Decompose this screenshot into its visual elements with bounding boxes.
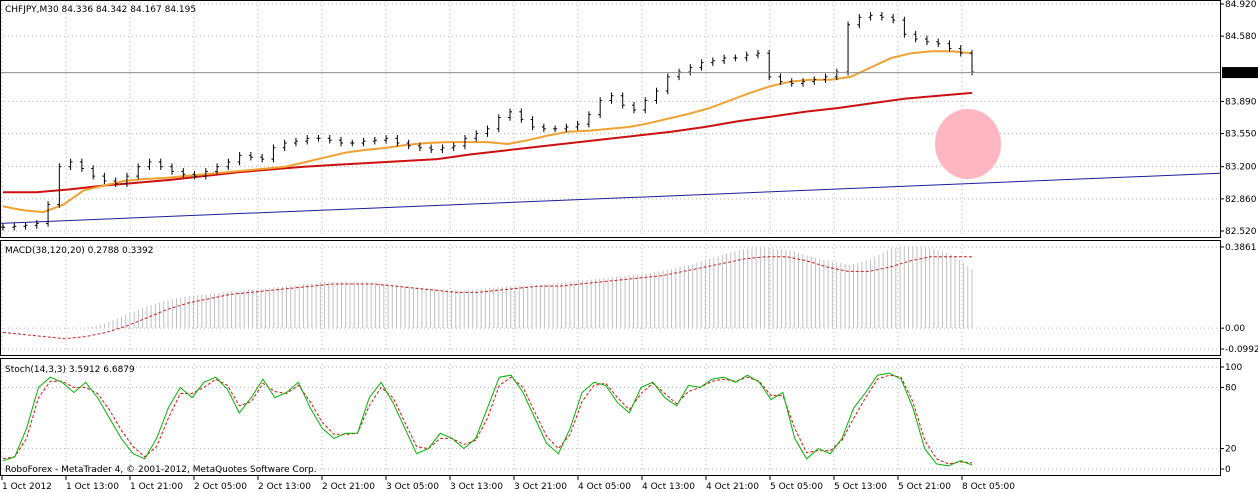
svg-text:84.195: 84.195 [1224, 69, 1256, 79]
time-tick-label: 4 Oct 05:00 [578, 482, 631, 492]
stochastic-panel[interactable]: Stoch(14,3,3) 3.5912 6.6879 [2, 365, 973, 467]
macd-grid [0, 244, 1220, 352]
watermark: RoboForex - MetaTrader 4, © 2001-2012, M… [5, 465, 317, 475]
macd-axis-tick-label: 0.00 [1225, 324, 1245, 334]
macd-axis-tick-label: 0.3861 [1225, 243, 1257, 253]
time-tick-label: 3 Oct 21:00 [514, 482, 567, 492]
price-axis-tick-label: 82.520 [1225, 227, 1257, 237]
time-tick-label: 3 Oct 13:00 [450, 482, 503, 492]
time-tick-label: 8 Oct 05:00 [962, 482, 1015, 492]
price-axis[interactable]: 84.920 84.580 83.890 83.550 83.200 82.860 82.5… [1220, 0, 1257, 237]
time-tick-label: 4 Oct 13:00 [642, 482, 695, 492]
macd-axis-tick-label: -0.0992 [1225, 345, 1258, 355]
price-panel[interactable]: CHFJPY,M30 84.336 84.342 84.167 84.195 [0, 5, 1221, 231]
stoch-axis-tick-label: 0 [1225, 465, 1231, 475]
stoch-axis[interactable]: 100 80 20 0 [1220, 363, 1242, 475]
macd-signal-line [2, 256, 972, 340]
price-axis-tick-label: 82.860 [1225, 195, 1257, 205]
price-axis-tick-label: 84.580 [1225, 32, 1257, 42]
time-tick-label: 1 Oct 13:00 [66, 482, 119, 492]
price-bars [1, 12, 974, 231]
trendline [0, 172, 1221, 224]
panel-frames [0, 0, 1221, 476]
macd-histogram [87, 246, 973, 329]
price-axis-tick-label: 84.920 [1225, 0, 1257, 10]
stoch-grid [0, 364, 1220, 472]
price-axis-tick-label: 83.200 [1225, 163, 1257, 173]
stoch-signal-line [2, 374, 973, 465]
stoch-axis-tick-label: 20 [1225, 445, 1237, 455]
macd-header: MACD(38,120,20) 0.2788 0.3392 [5, 246, 154, 256]
time-tick-label: 1 Oct 21:00 [130, 482, 183, 492]
time-tick-label: 5 Oct 05:00 [770, 482, 823, 492]
time-tick-label: 5 Oct 21:00 [898, 482, 951, 492]
time-tick-label: 5 Oct 13:00 [834, 482, 887, 492]
price-axis-tick-label: 83.890 [1225, 97, 1257, 107]
time-tick-label: 4 Oct 21:00 [706, 482, 759, 492]
price-axis-tick-label: 83.550 [1225, 130, 1257, 140]
ma-slow-line [3, 91, 973, 194]
current-price-label: 84.195 [1222, 67, 1258, 79]
price-header: CHFJPY,M30 84.336 84.342 84.167 84.195 [5, 5, 196, 15]
macd-axis[interactable]: 0.3861 0.00 -0.0992 [1220, 243, 1258, 355]
stoch-main-line [2, 372, 973, 467]
highlight-circle [935, 109, 1001, 179]
stoch-axis-tick-label: 100 [1225, 363, 1242, 373]
time-tick-label: 1 Oct 2012 [2, 482, 52, 492]
time-axis[interactable]: 1 Oct 2012 1 Oct 13:00 1 Oct 21:00 2 Oct 05… [1, 476, 1015, 492]
stoch-axis-tick-label: 80 [1225, 383, 1237, 393]
stoch-header: Stoch(14,3,3) 3.5912 6.6879 [5, 365, 135, 375]
ma-fast-line [2, 50, 973, 214]
time-tick-label: 2 Oct 13:00 [258, 482, 311, 492]
time-tick-label: 2 Oct 21:00 [322, 482, 375, 492]
time-tick-label: 3 Oct 05:00 [386, 482, 439, 492]
macd-panel[interactable]: MACD(38,120,20) 0.2788 0.3392 [2, 246, 973, 340]
time-tick-label: 2 Oct 05:00 [194, 482, 247, 492]
